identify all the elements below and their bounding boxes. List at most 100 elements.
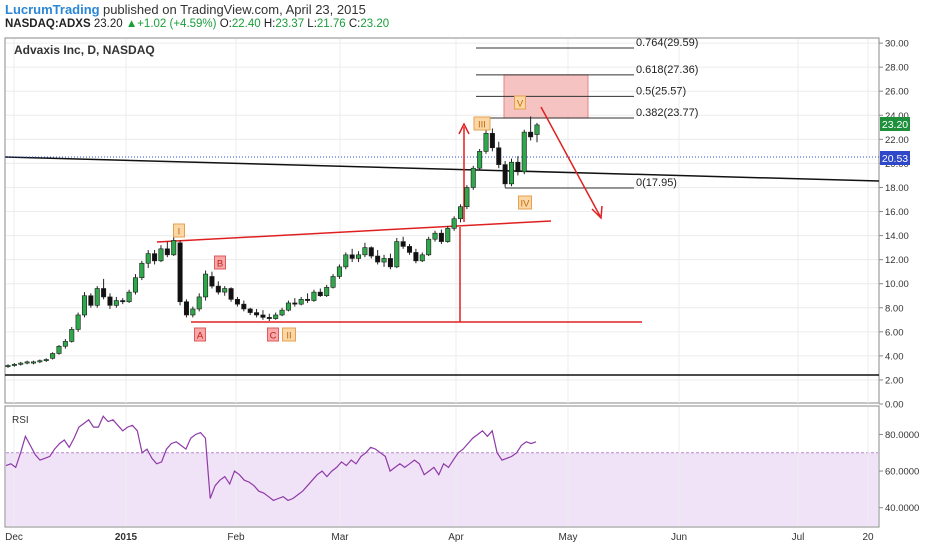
candle-body xyxy=(483,133,489,152)
candle-body xyxy=(381,258,387,263)
candle-body xyxy=(62,341,68,347)
candle-body xyxy=(464,187,470,208)
wave-label: C xyxy=(270,331,277,342)
candle-body xyxy=(101,288,107,298)
candle-body xyxy=(183,301,189,316)
fib-label: 0(17.95) xyxy=(636,177,677,189)
chart-title: Advaxis Inc, D, NASDAQ xyxy=(14,43,155,57)
candle-body xyxy=(311,291,317,301)
candle-body xyxy=(241,303,247,310)
x-tick-label: 2015 xyxy=(115,532,138,543)
y-axis: 30.0028.0026.0024.0022.0020.0018.0016.00… xyxy=(6,39,909,411)
wave-label-box xyxy=(473,116,491,131)
wave-label: I xyxy=(178,227,181,238)
brand-name[interactable]: LucrumTrading xyxy=(5,2,100,17)
candle-body xyxy=(196,296,202,310)
candle-body xyxy=(222,288,228,293)
published-text: published on TradingView.com, April 23, … xyxy=(102,2,366,17)
main-pane-frame xyxy=(4,37,880,404)
y-tick-label: 16.00 xyxy=(885,207,909,218)
candle-body xyxy=(145,253,151,264)
candle-body xyxy=(152,253,158,262)
close-value: 23.20 xyxy=(360,18,390,30)
candle-body xyxy=(298,299,304,305)
last-price-tag-text: 23.20 xyxy=(882,119,908,131)
candle-body xyxy=(158,248,164,262)
wave-label: A xyxy=(197,331,204,342)
fib-label: 0.382(23.77) xyxy=(636,107,698,119)
candle-body xyxy=(126,291,132,303)
x-tick-label: Dec xyxy=(5,532,23,543)
fib-label: 0.764(29.59) xyxy=(636,37,698,49)
rsi-tick-label: 80.0000 xyxy=(885,430,919,441)
y-tick-label: 14.00 xyxy=(885,231,909,242)
candle-body xyxy=(426,238,432,256)
candle-body xyxy=(534,124,540,135)
candle-body xyxy=(336,266,342,277)
candle-body xyxy=(413,252,419,262)
candle-body xyxy=(528,131,534,138)
candle-body xyxy=(330,276,336,288)
wave-label-box xyxy=(214,255,226,270)
y-tick-label: 30.00 xyxy=(885,39,909,50)
x-tick-label: Apr xyxy=(448,532,464,543)
candle-body xyxy=(75,314,81,330)
candle-body xyxy=(375,255,381,263)
candle-body xyxy=(56,345,62,354)
forecast-arrow-head-icon xyxy=(591,205,603,220)
wave-label: II xyxy=(286,331,291,342)
candle-body xyxy=(279,309,285,316)
candle-body xyxy=(394,241,400,268)
y-tick-label: 8.00 xyxy=(885,303,904,314)
candle-body xyxy=(260,314,266,318)
candle-body xyxy=(477,151,483,169)
symbol-label[interactable]: NASDAQ:ADXS xyxy=(5,18,91,30)
candle-body xyxy=(317,291,323,297)
candle-body xyxy=(496,147,502,165)
candle-body xyxy=(489,133,495,149)
candle-body xyxy=(292,302,298,305)
rsi-band xyxy=(6,452,878,526)
wave-label-box xyxy=(267,327,279,342)
wave-label-box xyxy=(194,327,206,342)
low-value: 21.76 xyxy=(316,18,346,30)
candle-body xyxy=(247,308,253,313)
candle-body xyxy=(515,161,521,173)
hline-price-tag xyxy=(880,151,910,165)
y-tick-label: 6.00 xyxy=(885,327,904,338)
up-arrow-icon: ▲ xyxy=(125,18,138,30)
candle-body xyxy=(18,362,24,365)
candle-body xyxy=(266,317,272,319)
rsi-tick-label: 40.0000 xyxy=(885,503,919,514)
last-price: 23.20 xyxy=(93,18,123,30)
candle-body xyxy=(343,254,349,268)
candle-body xyxy=(164,248,170,256)
wave-label: B xyxy=(217,259,223,270)
candle-body xyxy=(419,254,425,262)
rsi-label: RSI xyxy=(12,415,29,426)
candle-body xyxy=(50,353,56,359)
x-tick-label: Jun xyxy=(671,532,687,543)
fib-label: 0.5(25.57) xyxy=(636,85,686,97)
candle-body xyxy=(438,232,444,242)
y-tick-label: 10.00 xyxy=(885,279,909,290)
y-tick-label: 28.00 xyxy=(885,63,909,74)
wave-label-box xyxy=(173,223,185,238)
y-tick-label: 2.00 xyxy=(885,375,904,386)
candle-body xyxy=(171,240,177,256)
candle-body xyxy=(88,295,94,306)
candle-body xyxy=(407,246,413,253)
wave-label: V xyxy=(517,99,524,110)
neckline xyxy=(156,220,552,243)
candle-body xyxy=(305,299,311,301)
candle-body xyxy=(324,287,330,297)
candles xyxy=(5,116,540,368)
candle-body xyxy=(502,164,508,185)
fib-label: 0.618(27.36) xyxy=(636,64,698,76)
candle-body xyxy=(209,276,215,287)
candle-body xyxy=(120,300,126,303)
candle-body xyxy=(139,262,145,278)
resistance-trendline xyxy=(4,156,880,182)
low-label: L: xyxy=(307,18,317,30)
